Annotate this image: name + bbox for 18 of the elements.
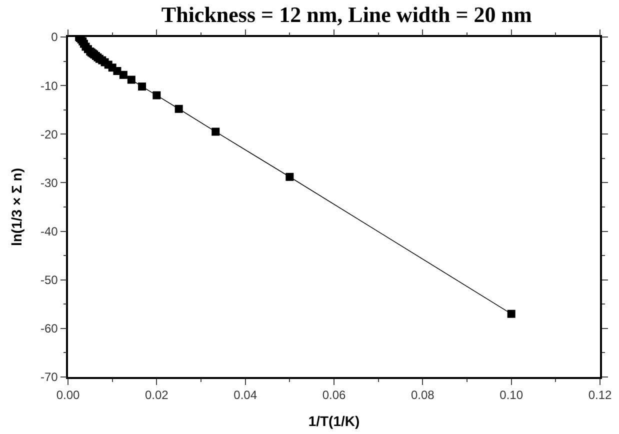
x-tick-label: 0.12: [588, 388, 612, 402]
chart-title: Thickness = 12 nm, Line width = 20 nm: [161, 2, 532, 27]
x-tick-label: 0.04: [234, 388, 258, 402]
y-tick-label: 0: [51, 30, 58, 44]
y-tick-label: -50: [40, 273, 58, 288]
y-tick-label: -70: [40, 370, 58, 384]
y-tick-label: -40: [40, 224, 58, 238]
y-tick-label: -30: [40, 176, 58, 190]
x-axis-title: 1/T(1/K): [308, 412, 360, 429]
x-tick-label: 0.10: [500, 388, 524, 402]
x-tick-label: 0.02: [144, 388, 169, 402]
y-tick-label: -10: [40, 78, 58, 93]
y-axis-title: ln(1/3 × Σ n): [8, 168, 25, 246]
y-tick-label: -60: [40, 322, 58, 336]
x-tick-label: 0.08: [410, 388, 435, 402]
x-tick-label: 0.06: [322, 388, 346, 402]
y-tick-label: -20: [40, 127, 58, 142]
x-tick-label: 0.00: [56, 388, 80, 402]
